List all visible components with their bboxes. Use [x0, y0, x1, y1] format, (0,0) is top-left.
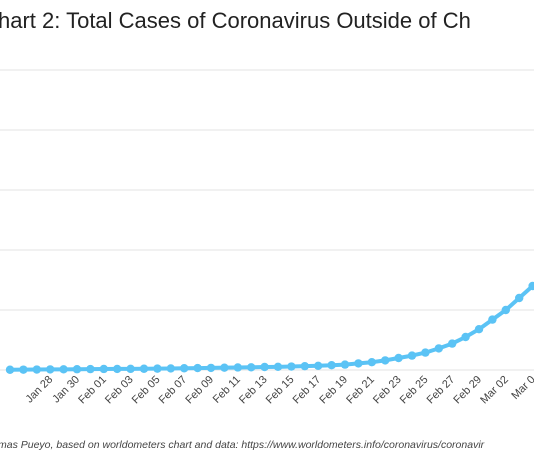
- x-tick-label: Feb 25: [398, 374, 431, 407]
- data-point: [314, 361, 323, 370]
- chart-title: hart 2: Total Cases of Coronavirus Outsi…: [0, 8, 471, 33]
- data-point: [434, 344, 443, 353]
- data-point: [381, 356, 390, 365]
- data-point: [421, 348, 430, 357]
- data-point: [113, 364, 122, 374]
- data-point: [327, 361, 336, 370]
- data-point: [407, 351, 417, 360]
- data-point: [32, 365, 41, 374]
- x-tick-label: Feb 19: [317, 374, 350, 407]
- x-tick-label: Feb 15: [264, 374, 297, 407]
- x-tick-label: Feb 09: [183, 374, 216, 407]
- x-tick-label: Mar 0: [509, 374, 534, 402]
- x-tick-label: Feb 13: [237, 374, 270, 407]
- data-point: [515, 293, 524, 303]
- data-point: [461, 332, 470, 342]
- data-point: [233, 363, 242, 372]
- x-tick-label: Feb 01: [76, 374, 109, 407]
- x-tick-label: Jan 28: [23, 374, 55, 406]
- data-point: [19, 365, 28, 374]
- data-point: [180, 364, 189, 373]
- data-point: [139, 364, 149, 373]
- data-point: [46, 365, 55, 374]
- data-point: [247, 363, 256, 372]
- data-point: [86, 364, 95, 374]
- data-point: [193, 363, 202, 373]
- data-point: [59, 365, 68, 374]
- data-point: [273, 362, 283, 372]
- data-point: [394, 353, 403, 363]
- data-point: [260, 362, 269, 372]
- series-line: [9, 284, 534, 372]
- x-tick-label: Feb 05: [130, 374, 163, 407]
- data-point: [340, 360, 350, 369]
- data-point: [72, 365, 82, 374]
- data-point: [153, 364, 162, 373]
- data-point: [354, 359, 363, 368]
- data-point: [488, 315, 497, 324]
- x-tick-label: Mar 02: [478, 374, 511, 407]
- data-point: [166, 364, 175, 373]
- x-tick-label: Feb 17: [291, 374, 324, 407]
- x-tick-label: Feb 29: [451, 374, 484, 407]
- data-point: [501, 305, 510, 315]
- source-note: mas Pueyo, based on worldometers chart a…: [0, 439, 485, 451]
- data-point: [287, 362, 296, 371]
- data-point: [99, 364, 109, 374]
- x-tick-label: Feb 11: [211, 374, 243, 406]
- x-tick-label: Jan 30: [50, 374, 82, 406]
- x-tick-label: Feb 03: [103, 374, 136, 407]
- data-point: [300, 361, 309, 371]
- x-tick-label: Feb 27: [425, 374, 458, 407]
- data-point: [448, 339, 457, 348]
- x-tick-label: Feb 07: [157, 374, 190, 407]
- data-point: [126, 364, 135, 374]
- x-tick-label: Feb 21: [344, 374, 377, 407]
- data-point: [367, 358, 376, 367]
- data-point: [206, 363, 216, 373]
- data-point: [5, 365, 15, 374]
- x-tick-label: Feb 23: [371, 374, 404, 407]
- data-point: [220, 363, 229, 372]
- data-point: [528, 281, 534, 291]
- data-point: [474, 325, 484, 334]
